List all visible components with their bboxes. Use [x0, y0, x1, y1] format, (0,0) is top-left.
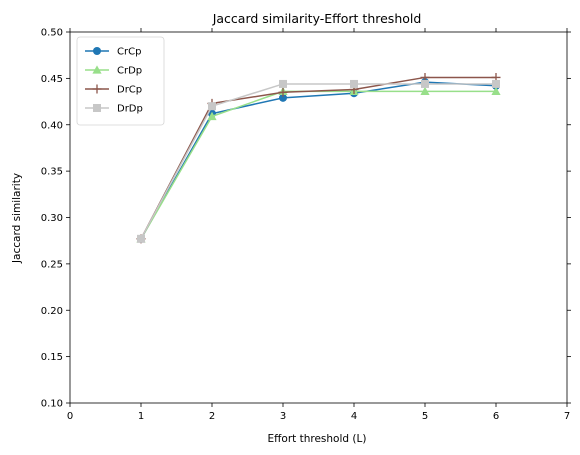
data-point [420, 86, 430, 96]
x-tick-label: 4 [351, 411, 357, 422]
data-point [279, 93, 287, 102]
series-line [140, 90, 496, 240]
legend-marker [93, 104, 101, 112]
legend-label: DrCp [117, 85, 142, 96]
series-crcp [137, 78, 500, 243]
legend-box [76, 36, 165, 126]
y-tick-label: 0.10 [41, 399, 63, 410]
legend-label: DrDp [117, 104, 143, 115]
y-tick-label: 0.45 [41, 74, 63, 85]
legend-entry-crcp: CrCp [85, 47, 141, 58]
series-line [140, 76, 496, 240]
x-tick-label: 0 [67, 411, 73, 422]
series-line [140, 81, 497, 240]
series-drdp [137, 79, 500, 243]
y-tick-label: 0.15 [41, 352, 63, 363]
x-axis-label: Effort threshold (L) [268, 433, 367, 445]
series-crdp [136, 86, 501, 243]
y-tick-label: 0.40 [41, 120, 63, 131]
data-point [279, 79, 287, 88]
legend-label: CrDp [117, 66, 142, 77]
legend-entry-drcp: DrCp [85, 84, 142, 96]
y-tick-label: 0.35 [41, 167, 63, 178]
x-tick-label: 7 [564, 411, 570, 422]
legend-marker [92, 84, 102, 94]
chart-title: Jaccard similarity-Effort threshold [212, 11, 422, 26]
legend-marker [92, 65, 102, 74]
x-tick-label: 6 [493, 411, 499, 422]
data-point [491, 86, 501, 96]
data-point [137, 234, 145, 243]
x-tick-label: 2 [209, 411, 215, 422]
x-tick-label: 1 [138, 411, 144, 422]
data-point [207, 111, 217, 121]
series-group [136, 72, 501, 244]
series-line [140, 83, 496, 240]
data-point [421, 79, 429, 88]
x-tick-label: 5 [422, 411, 428, 422]
data-point [350, 79, 358, 88]
data-point [278, 87, 288, 97]
series-drcp [136, 72, 501, 244]
y-axis-label: Jaccard similarity [11, 173, 23, 264]
x-tick-label: 3 [280, 411, 286, 422]
y-tick-label: 0.50 [41, 28, 63, 39]
data-point [492, 79, 500, 88]
y-tick-label: 0.30 [41, 213, 63, 224]
legend-entry-crdp: CrDp [85, 65, 142, 77]
legend: CrCp CrDp DrCp DrDp [76, 36, 165, 126]
legend-entry-drdp: DrDp [85, 104, 143, 115]
legend-label: CrCp [117, 47, 141, 58]
legend-marker [93, 47, 101, 55]
y-tick-label: 0.20 [41, 306, 63, 317]
y-tick-label: 0.25 [41, 259, 63, 270]
x-axis: 0 1 2 3 4 5 6 7 [67, 28, 570, 422]
data-point [208, 102, 216, 111]
y-axis: 0.10 0.15 0.20 0.25 0.30 0.35 0.40 0.45 0.50 [41, 28, 571, 410]
